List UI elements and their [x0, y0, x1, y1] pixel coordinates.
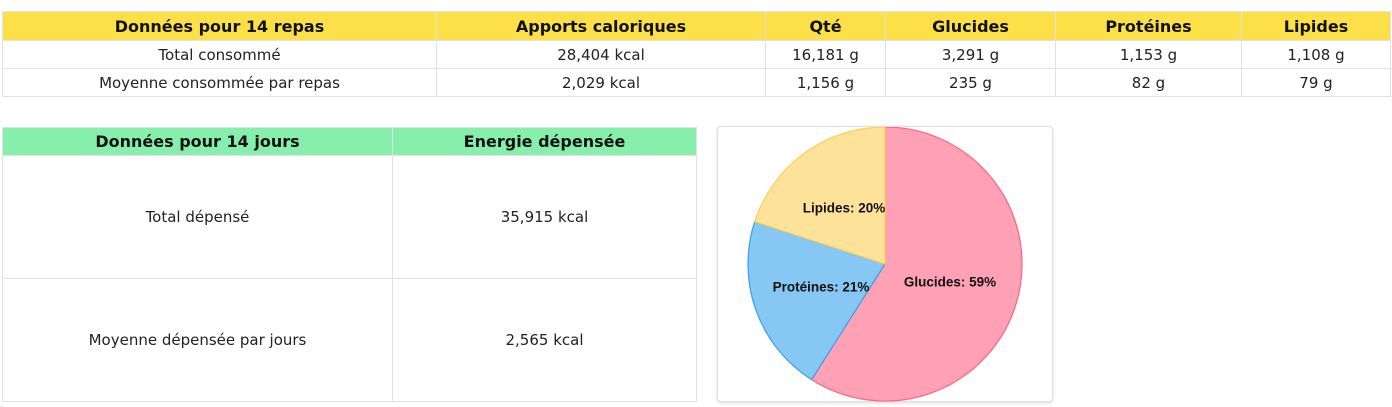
meals-header-protein: Protéines: [1055, 11, 1242, 41]
meals-header-quantity: Qté: [765, 11, 886, 41]
days-header-energy: Energie dépensée: [392, 127, 697, 156]
carbs-cell: 235 g: [885, 68, 1056, 97]
pie-slice-proteines[interactable]: [747, 220, 886, 381]
row-label: Total dépensé: [2, 155, 393, 279]
carbs-cell: 3,291 g: [885, 40, 1056, 69]
quantity-cell: 16,181 g: [765, 40, 886, 69]
row-label: Moyenne consommée par repas: [2, 68, 437, 97]
slice-label: Glucides: 59%: [904, 275, 996, 290]
fat-cell: 79 g: [1241, 68, 1391, 97]
table-row: Moyenne dépensée par jours 2,565 kcal: [2, 278, 697, 402]
meals-table: Données pour 14 repas Apports caloriques…: [2, 11, 1391, 97]
slice-label: Lipides: 20%: [803, 201, 886, 216]
days-header-row: Données pour 14 jours Energie dépensée: [2, 127, 697, 156]
slice-label: Protéines: 21%: [773, 280, 870, 295]
protein-cell: 1,153 g: [1055, 40, 1242, 69]
pie-slice-lipides[interactable]: [753, 127, 886, 265]
meals-header-row: Données pour 14 repas Apports caloriques…: [2, 11, 1391, 41]
table-row: Total consommé 28,404 kcal 16,181 g 3,29…: [2, 40, 1391, 69]
meals-header-calories: Apports caloriques: [436, 11, 766, 41]
row-label: Total consommé: [2, 40, 437, 69]
pie-slice-glucides[interactable]: [810, 127, 1023, 402]
calories-cell: 2,029 kcal: [436, 68, 766, 97]
macro-pie-chart-card: Glucides: 59% Protéines: 21% Lipides: 20%: [717, 126, 1053, 402]
meals-header-fat: Lipides: [1241, 11, 1391, 41]
calories-cell: 28,404 kcal: [436, 40, 766, 69]
meals-header-period: Données pour 14 repas: [2, 11, 437, 41]
fat-cell: 1,108 g: [1241, 40, 1391, 69]
meals-header-carbs: Glucides: [885, 11, 1056, 41]
macro-pie-chart: Glucides: 59% Protéines: 21% Lipides: 20%: [747, 127, 1023, 402]
protein-cell: 82 g: [1055, 68, 1242, 97]
days-table: Données pour 14 jours Energie dépensée T…: [2, 127, 697, 402]
days-header-period: Données pour 14 jours: [2, 127, 393, 156]
energy-cell: 2,565 kcal: [392, 278, 697, 402]
energy-cell: 35,915 kcal: [392, 155, 697, 279]
row-label: Moyenne dépensée par jours: [2, 278, 393, 402]
table-row: Total dépensé 35,915 kcal: [2, 155, 697, 279]
quantity-cell: 1,156 g: [765, 68, 886, 97]
table-row: Moyenne consommée par repas 2,029 kcal 1…: [2, 68, 1391, 97]
